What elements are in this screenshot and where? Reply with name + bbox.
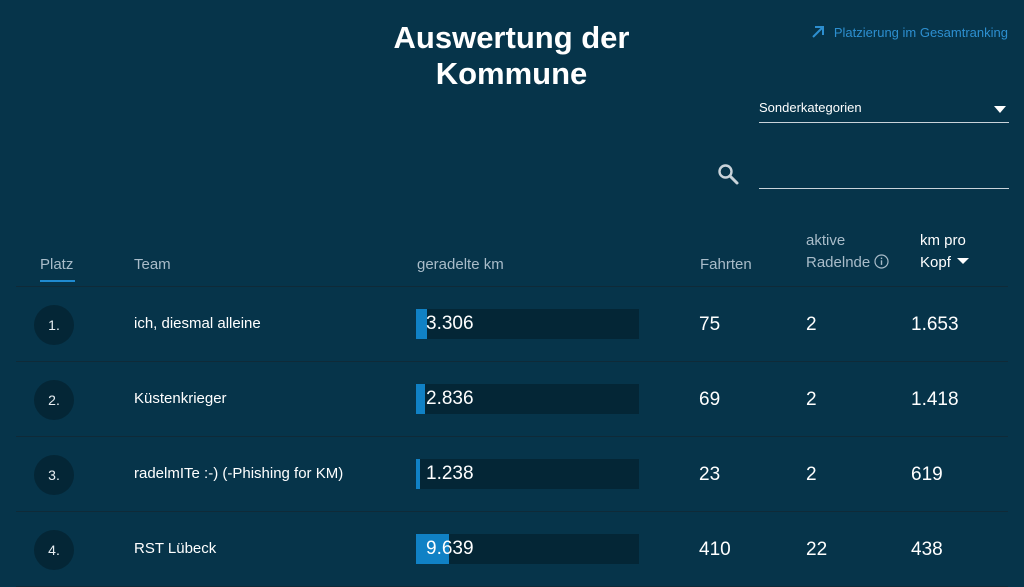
aktive-value: 22 <box>806 539 828 560</box>
column-header-aktive-line2: Radelnde <box>806 254 871 271</box>
search-input[interactable] <box>759 160 1009 189</box>
aktive-value: 2 <box>806 389 817 410</box>
active-tab-underline <box>40 280 75 282</box>
column-header-aktive-line1: aktive <box>806 232 846 249</box>
ranking-link[interactable]: Platzierung im Gesamtranking <box>810 24 1008 40</box>
km-pro-kopf-value: 438 <box>911 539 943 560</box>
team-name: ich, diesmal alleine <box>134 315 261 332</box>
km-bar-fill <box>416 384 425 414</box>
team-name: Küstenkrieger <box>134 390 227 407</box>
column-header-kopf-line1: km pro <box>920 232 966 249</box>
km-value: 9.639 <box>426 538 474 559</box>
km-pro-kopf-value: 1.653 <box>911 314 959 335</box>
km-value: 1.238 <box>426 463 474 484</box>
rank-badge: 4. <box>34 530 74 570</box>
rank-badge: 2. <box>34 380 74 420</box>
km-value: 2.836 <box>426 388 474 409</box>
fahrten-value: 69 <box>699 389 721 410</box>
km-bar-fill <box>416 459 421 489</box>
column-header-team[interactable]: Team <box>134 256 171 273</box>
table-row[interactable]: 3. radelmITe :-) (-Phishing for KM) 1.23… <box>16 437 1008 512</box>
column-header-km[interactable]: geradelte km <box>417 256 504 273</box>
km-bar: 3.306 <box>416 309 639 339</box>
info-icon[interactable] <box>874 254 889 276</box>
ranking-link-label: Platzierung im Gesamtranking <box>833 24 1008 40</box>
km-bar-fill <box>416 309 428 339</box>
rank-badge: 1. <box>34 305 74 345</box>
team-name: RST Lübeck <box>134 540 217 557</box>
sort-desc-icon <box>951 254 969 271</box>
column-header-km-pro-kopf[interactable]: km pro Kopf <box>920 230 969 274</box>
fahrten-value: 75 <box>699 314 721 335</box>
km-value: 3.306 <box>426 313 474 334</box>
aktive-value: 2 <box>806 464 817 485</box>
category-select[interactable]: Sonderkategorien <box>759 96 1009 123</box>
km-bar-fill <box>416 534 450 564</box>
column-header-kopf-line2: Kopf <box>920 254 951 271</box>
fahrten-value: 23 <box>699 464 721 485</box>
km-pro-kopf-value: 1.418 <box>911 389 959 410</box>
km-bar: 1.238 <box>416 459 639 489</box>
caret-down-icon <box>994 101 1006 119</box>
page-title: Auswertung der Kommune <box>393 20 630 91</box>
arrow-up-right-icon <box>810 24 826 40</box>
table-row[interactable]: 4. RST Lübeck 9.639 410 22 438 <box>16 512 1008 587</box>
aktive-value: 2 <box>806 314 817 335</box>
column-header-fahrten[interactable]: Fahrten <box>700 256 752 273</box>
km-bar: 2.836 <box>416 384 639 414</box>
table-row[interactable]: 2. Küstenkrieger 2.836 69 2 1.418 <box>16 362 1008 437</box>
header-divider <box>16 286 1008 287</box>
column-header-platz[interactable]: Platz <box>40 256 74 273</box>
fahrten-value: 410 <box>699 539 731 560</box>
team-name: radelmITe :-) (-Phishing for KM) <box>134 465 344 482</box>
km-bar: 9.639 <box>416 534 639 564</box>
category-select-value: Sonderkategorien <box>759 100 862 115</box>
km-pro-kopf-value: 619 <box>911 464 943 485</box>
table-row[interactable]: 1. ich, diesmal alleine 3.306 75 2 1.653 <box>16 287 1008 362</box>
search-icon[interactable] <box>716 162 740 191</box>
column-header-aktive-radelnde[interactable]: aktive Radelnde <box>806 230 889 276</box>
rank-badge: 3. <box>34 455 74 495</box>
